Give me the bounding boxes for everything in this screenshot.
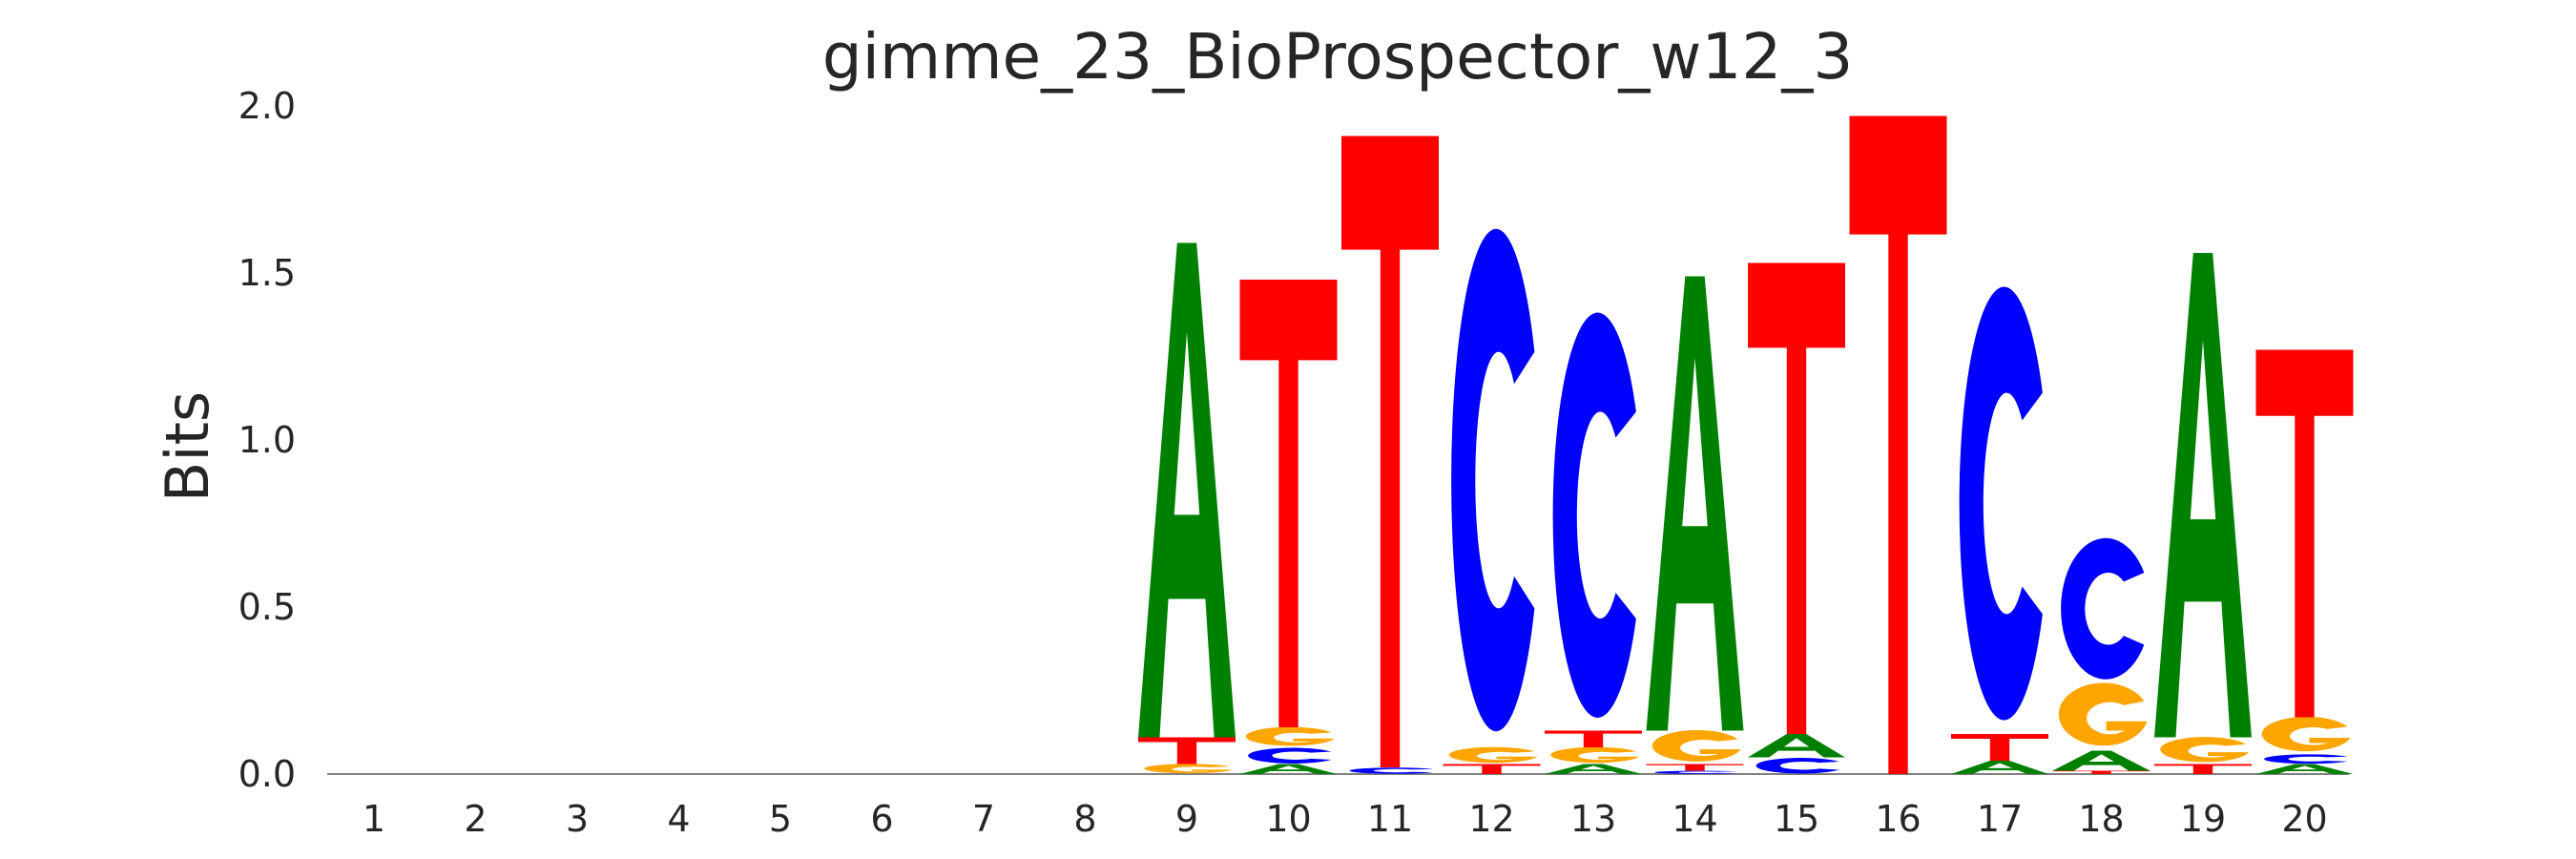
logo-column-19 (2154, 253, 2252, 774)
logo-letter-T (1138, 737, 1236, 765)
y-axis-ticks: 0.0 0.5 1.0 1.5 2.0 (239, 85, 296, 795)
logo-column-20 (2255, 349, 2354, 774)
logo-column-14 (1646, 276, 1744, 774)
logo-column-15 (1748, 262, 1845, 774)
x-tick-label: 3 (566, 798, 589, 840)
logo-letter-A (1646, 276, 1744, 731)
logo-letter-T (2052, 770, 2150, 774)
logo-letter-A (2154, 253, 2252, 738)
logo-column-13 (1545, 312, 1642, 774)
y-tick-label: 0.5 (239, 586, 296, 628)
x-tick-label: 13 (1570, 798, 1616, 840)
x-tick-label: 14 (1672, 798, 1717, 840)
logo-letter-T (1443, 764, 1541, 774)
y-tick-label: 1.5 (239, 252, 296, 294)
logo-letter-G (2261, 716, 2351, 752)
logo-column-16 (1849, 115, 1947, 774)
logo-letter-C (1959, 286, 2043, 721)
x-tick-label: 19 (2180, 798, 2226, 840)
logo-column-9 (1138, 242, 1236, 774)
logo-stacks (1138, 115, 2354, 774)
logo-letter-T (2154, 764, 2252, 774)
logo-letter-C (1552, 312, 1636, 718)
logo-letter-C (2061, 537, 2145, 680)
logo-letter-G (1550, 746, 1639, 764)
logo-letter-G (1652, 729, 1741, 762)
x-tick-label: 16 (1875, 798, 1921, 840)
logo-letter-T (1748, 262, 1845, 734)
logo-letter-A (1748, 734, 1845, 758)
logo-letter-G (1245, 726, 1335, 746)
logo-letter-A (1239, 764, 1338, 774)
logo-letter-A (2255, 764, 2354, 774)
x-tick-label: 17 (1977, 798, 2023, 840)
x-tick-label: 6 (870, 798, 893, 840)
logo-letter-G (2160, 737, 2249, 763)
logo-letter-C (2264, 754, 2348, 765)
y-tick-label: 2.0 (239, 85, 296, 127)
logo-column-18 (2052, 537, 2150, 774)
logo-column-10 (1239, 280, 1338, 774)
logo-letter-A (1545, 764, 1642, 774)
logo-letter-A (1138, 242, 1236, 738)
x-tick-label: 7 (972, 798, 995, 840)
y-axis-title: Bits (153, 391, 222, 502)
logo-letter-T (1951, 734, 2048, 761)
logo-letter-G (2058, 682, 2148, 746)
x-tick-label: 20 (2281, 798, 2327, 840)
x-tick-label: 15 (1774, 798, 1819, 840)
x-tick-label: 10 (1265, 798, 1311, 840)
x-tick-label: 9 (1175, 798, 1198, 840)
x-tick-label: 4 (667, 798, 690, 840)
logo-letter-T (1239, 280, 1338, 727)
y-tick-label: 1.0 (239, 419, 296, 461)
x-tick-label: 2 (464, 798, 487, 840)
x-tick-label: 1 (363, 798, 385, 840)
logo-column-12 (1443, 228, 1541, 774)
y-tick-label: 0.0 (239, 753, 296, 795)
x-tick-label: 5 (769, 798, 792, 840)
logo-letter-G (1144, 764, 1233, 774)
logo-letter-C (1349, 767, 1433, 774)
logo-letter-A (2052, 750, 2150, 771)
logo-column-17 (1951, 286, 2048, 774)
x-tick-label: 18 (2078, 798, 2124, 840)
x-tick-label: 11 (1367, 798, 1413, 840)
logo-letter-T (2255, 349, 2354, 718)
logo-letter-C (1654, 770, 1738, 774)
logo-letter-C (1451, 228, 1535, 732)
x-tick-label: 8 (1073, 798, 1096, 840)
logo-letter-T (1646, 764, 1744, 771)
logo-letter-C (1755, 758, 1839, 774)
x-axis-ticks: 1 2 3 4 5 6 7 8 9 10 11 12 13 14 15 16 17 18 19 20 (363, 798, 2328, 840)
chart-title: gimme_23_BioProspector_w12_3 (822, 20, 1854, 94)
logo-letter-C (1248, 747, 1332, 764)
logo-column-11 (1341, 136, 1439, 774)
logo-letter-T (1545, 730, 1642, 747)
logo-letter-T (1849, 115, 1947, 774)
logo-letter-A (1951, 761, 2048, 774)
x-tick-label: 12 (1468, 798, 1514, 840)
logo-letter-G (1448, 746, 1538, 764)
logo-letter-T (1341, 136, 1439, 767)
